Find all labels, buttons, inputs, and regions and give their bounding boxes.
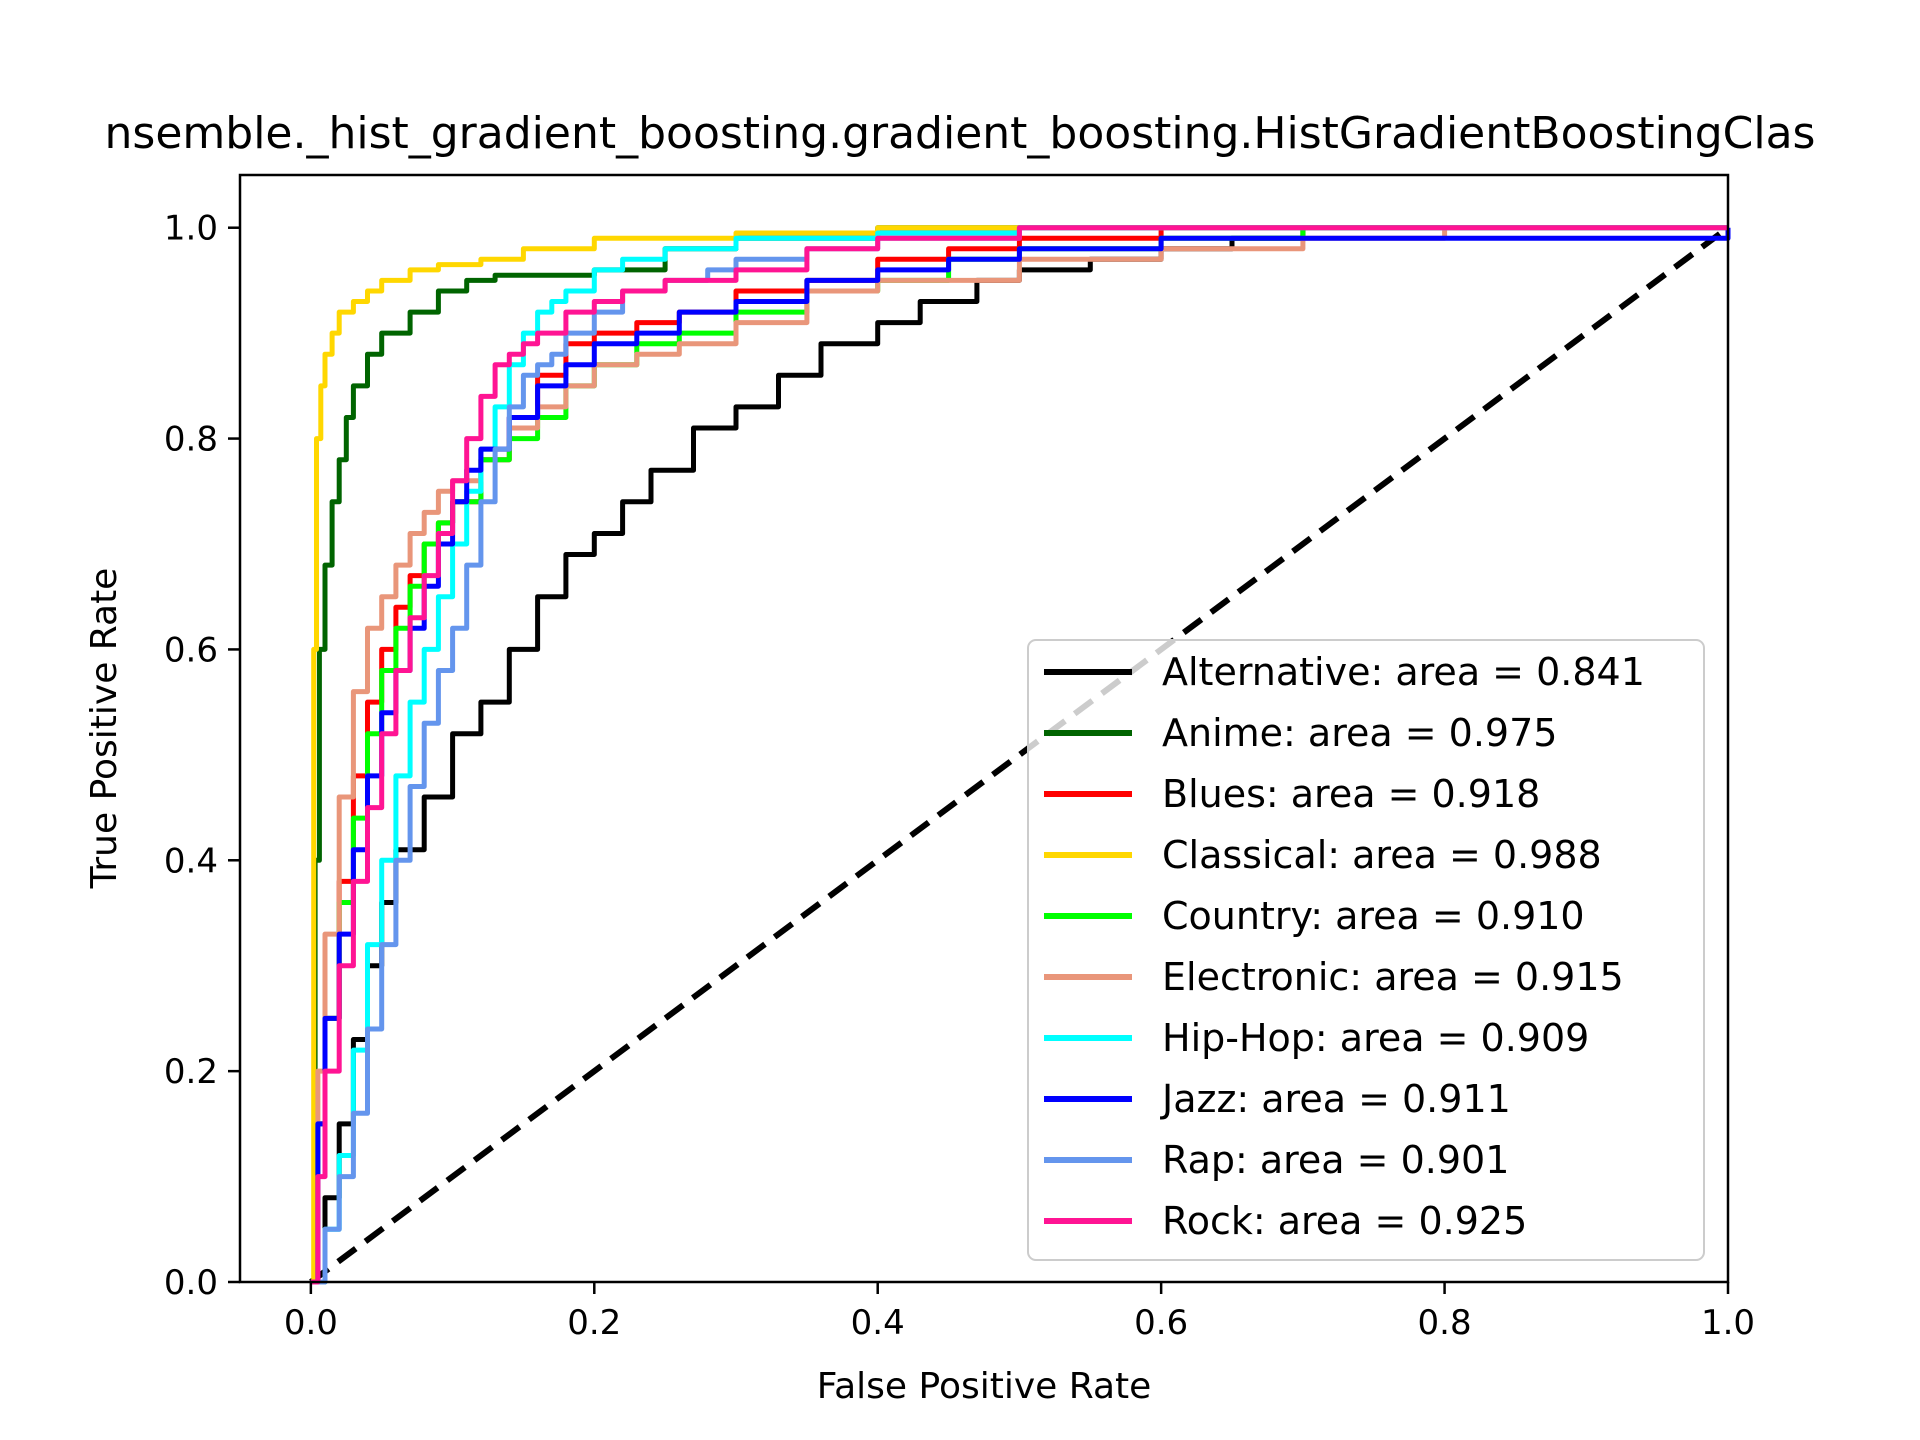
x-axis-label: False Positive Rate xyxy=(817,1366,1152,1407)
x-tick-label-3: 0.6 xyxy=(1134,1303,1188,1343)
legend-label-2: Blues: area = 0.918 xyxy=(1162,772,1540,816)
y-tick-label-3: 0.6 xyxy=(164,630,218,670)
legend-label-9: Rock: area = 0.925 xyxy=(1162,1199,1527,1243)
y-axis-ticks: 0.0 0.2 0.4 0.6 0.8 1.0 xyxy=(164,209,240,1303)
legend-box xyxy=(1027,639,1705,1261)
legend-label-8: Rap: area = 0.901 xyxy=(1162,1138,1509,1182)
legend: Alternative: area = 0.841 Anime: area = 0… xyxy=(1027,639,1705,1261)
y-tick-label-5: 1.0 xyxy=(164,209,218,249)
x-axis-ticks: 0.0 0.2 0.4 0.6 0.8 1.0 xyxy=(284,1282,1755,1343)
chart-title: nsemble._hist_gradient_boosting.gradient… xyxy=(105,108,1816,159)
y-tick-label-0: 0.0 xyxy=(164,1263,218,1303)
x-tick-label-2: 0.4 xyxy=(851,1303,905,1343)
series-group xyxy=(310,225,1731,1285)
y-tick-label-1: 0.2 xyxy=(164,1052,218,1092)
legend-label-7: Jazz: area = 0.911 xyxy=(1160,1077,1511,1121)
series-line-9 xyxy=(310,225,1728,1285)
reference-line xyxy=(309,225,1730,1285)
series-line-3 xyxy=(310,225,1728,1285)
legend-label-3: Classical: area = 0.988 xyxy=(1162,833,1602,877)
x-tick-label-5: 1.0 xyxy=(1701,1303,1755,1343)
x-tick-label-4: 0.8 xyxy=(1418,1303,1472,1343)
series-line-6 xyxy=(310,225,1728,1285)
legend-label-0: Alternative: area = 0.841 xyxy=(1162,650,1645,694)
x-tick-label-0: 0.0 xyxy=(284,1303,338,1343)
legend-label-4: Country: area = 0.910 xyxy=(1162,894,1585,938)
legend-items: Alternative: area = 0.841 Anime: area = 0… xyxy=(1044,650,1645,1243)
legend-label-6: Hip-Hop: area = 0.909 xyxy=(1162,1016,1589,1060)
x-tick-label-1: 0.2 xyxy=(567,1303,621,1343)
plot-frame xyxy=(238,173,1730,1284)
series-line-7 xyxy=(310,227,1731,1285)
y-tick-label-4: 0.8 xyxy=(164,420,218,460)
reference-diagonal xyxy=(309,225,1730,1285)
legend-label-1: Anime: area = 0.975 xyxy=(1162,711,1557,755)
legend-label-5: Electronic: area = 0.915 xyxy=(1162,955,1624,999)
y-axis-label: True Positive Rate xyxy=(84,568,125,890)
y-tick-label-2: 0.4 xyxy=(164,841,218,881)
